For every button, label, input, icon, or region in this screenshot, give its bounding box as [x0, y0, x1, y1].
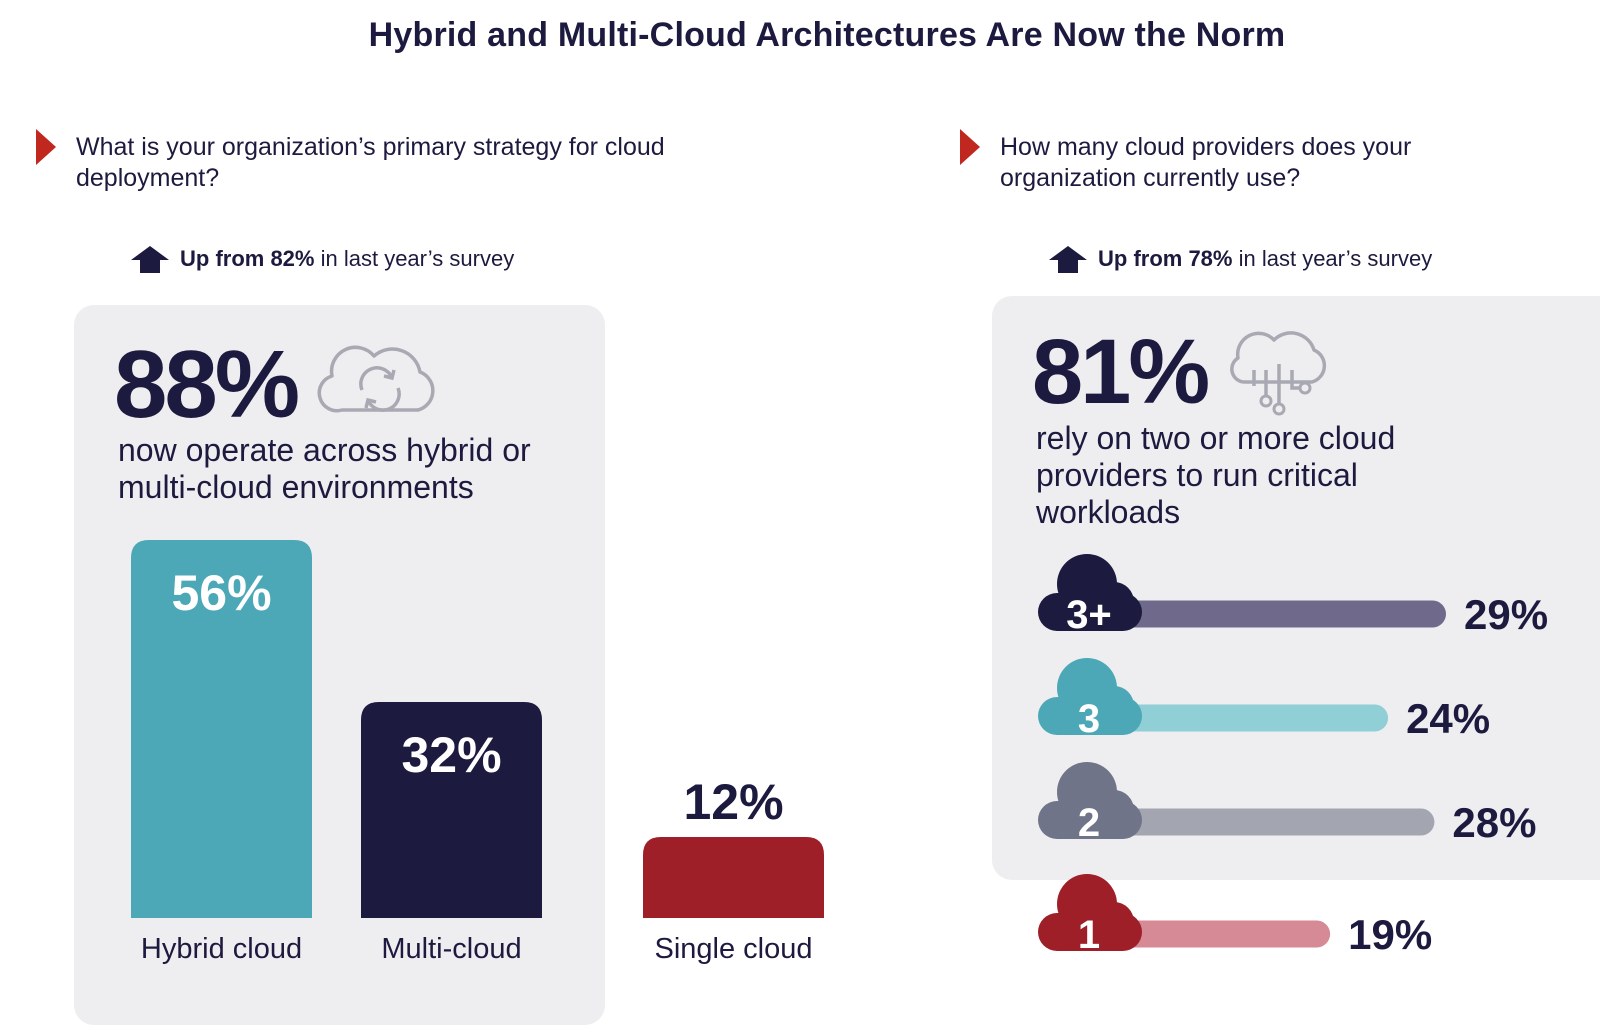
provider-count-label-1: 3 — [1078, 697, 1100, 741]
left-up-note-highlight: Up from 82% — [180, 246, 315, 271]
cloud-sync-icon — [317, 345, 435, 413]
provider-value-label-3: 19% — [1348, 911, 1432, 958]
right-question: How many cloud providers does your organ… — [1000, 133, 1412, 192]
bar-value-label-2: 12% — [683, 774, 783, 830]
right-up-note-highlight: Up from 78% — [1098, 246, 1233, 271]
provider-value-label-2: 28% — [1452, 799, 1536, 846]
provider-bar-0 — [1110, 600, 1446, 628]
bar-0 — [131, 540, 312, 918]
bar-category-label-2: Single cloud — [655, 933, 813, 965]
bar-value-label-1: 32% — [401, 727, 501, 783]
right-question-marker-icon — [960, 129, 980, 165]
bar-value-label-0: 56% — [171, 565, 271, 621]
provider-bar-3 — [1110, 920, 1331, 948]
provider-cloud-icon-0 — [1038, 554, 1142, 631]
bar-1 — [361, 702, 542, 918]
left-up-note-text: in last year’s survey — [320, 246, 515, 271]
provider-cloud-icon-3 — [1038, 874, 1142, 951]
left-up-note: Up from 82% in last year’s survey — [130, 244, 514, 274]
provider-bar-1 — [1110, 704, 1389, 732]
bar-category-label-0: Hybrid cloud — [141, 933, 302, 965]
provider-value-label-0: 29% — [1464, 591, 1548, 638]
left-big-stat: 88% — [114, 331, 300, 438]
up-arrow-icon — [131, 246, 169, 273]
page-title: Hybrid and Multi-Cloud Architectures Are… — [368, 16, 1286, 54]
provider-cloud-icon-1 — [1038, 658, 1142, 735]
strategy-bar-chart: 56% Hybrid cloud 32% Multi-cloud 12% Single c… — [131, 540, 824, 965]
provider-bar-2 — [1110, 808, 1435, 836]
cloud-network-icon — [1230, 331, 1327, 416]
left-question: What is your organization’s primary stra… — [76, 133, 665, 192]
up-arrow-icon — [1049, 246, 1087, 273]
right-big-stat-description: rely on two or more cloud providers to r… — [1036, 420, 1396, 530]
right-big-stat: 81% — [1032, 321, 1210, 423]
providers-bar-chart: 3+ 29% 3 24% 2 28% 1 19% — [1038, 554, 1548, 958]
provider-count-label-3: 1 — [1078, 913, 1100, 957]
left-big-stat-description: now operate across hybrid or multi-cloud… — [118, 432, 531, 505]
right-up-note-text: in last year’s survey — [1238, 246, 1433, 271]
provider-cloud-icon-2 — [1038, 762, 1142, 839]
bar-2 — [643, 837, 824, 918]
bar-category-label-1: Multi-cloud — [381, 933, 521, 965]
provider-value-label-1: 24% — [1406, 695, 1490, 742]
provider-count-label-2: 2 — [1078, 801, 1100, 845]
provider-count-label-0: 3+ — [1066, 593, 1112, 637]
right-up-note: Up from 78% in last year’s survey — [1048, 244, 1432, 274]
left-question-marker-icon — [36, 129, 56, 165]
